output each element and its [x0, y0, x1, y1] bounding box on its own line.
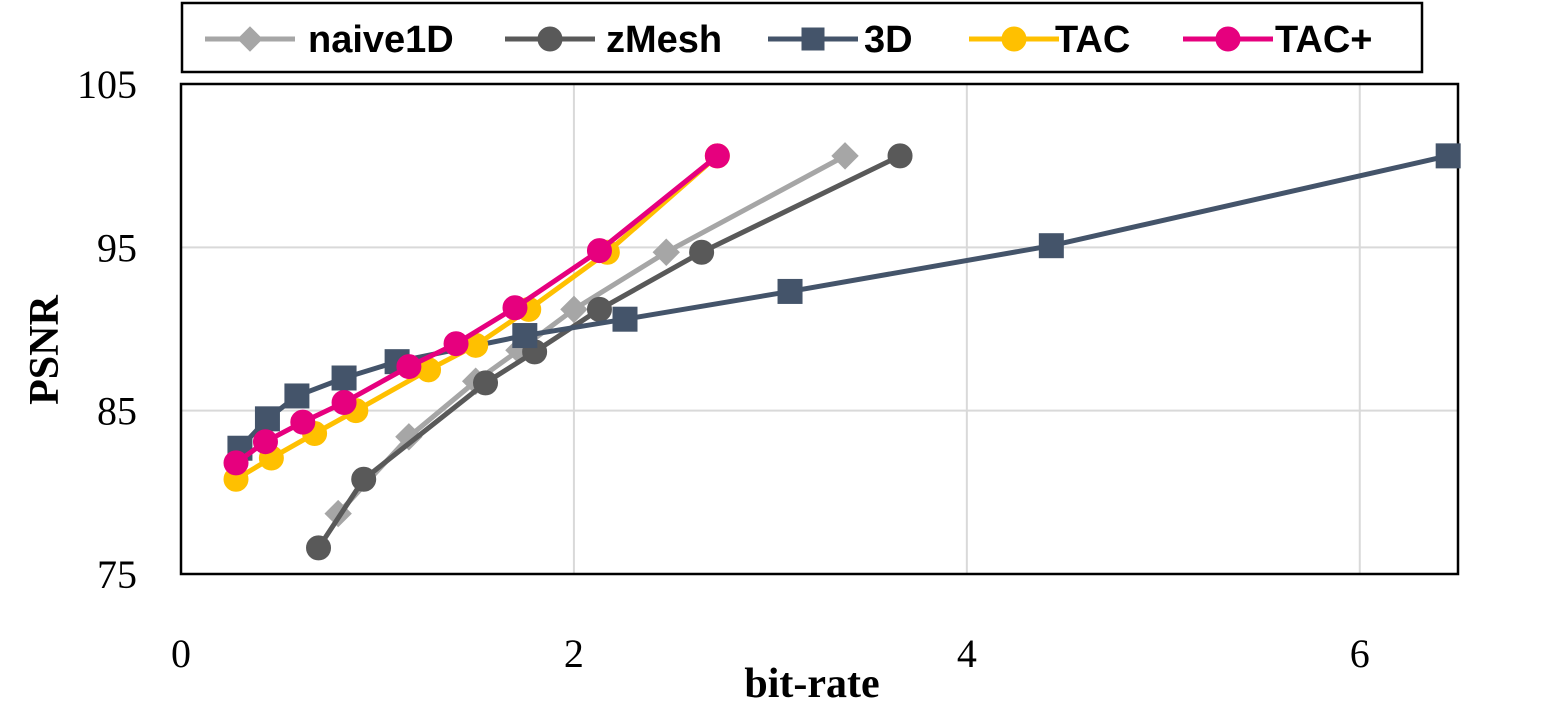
legend-item-3d: 3D	[768, 19, 913, 61]
legend-marker-tac	[1001, 26, 1027, 52]
legend-label-3d: 3D	[864, 19, 913, 61]
x-tick-labels: 0 2 4 6	[171, 631, 1370, 676]
data-point-3d	[512, 323, 538, 349]
legend-item-tac-plus: TAC+	[1183, 19, 1372, 61]
x-tick-label: 6	[1350, 631, 1370, 676]
x-tick-label: 2	[564, 631, 584, 676]
data-point-zmesh	[351, 466, 377, 492]
x-tick-label: 4	[957, 631, 977, 676]
legend-marker-tac-plus	[1215, 26, 1241, 52]
data-point-zmesh	[473, 370, 499, 396]
data-point-3d	[777, 278, 803, 304]
y-tick-label: 85	[97, 389, 137, 434]
series-tac	[223, 143, 730, 492]
data-point-naive1d	[652, 238, 680, 266]
series-layer	[223, 142, 1461, 561]
x-axis-title: bit-rate	[744, 661, 879, 707]
plot-area-frame	[179, 82, 1460, 576]
data-point-3d	[254, 406, 280, 432]
y-tick-labels: 75 85 95 105	[77, 62, 137, 597]
data-point-3d	[331, 365, 357, 391]
legend-label-zmesh: zMesh	[606, 19, 722, 61]
series-line-naive1d	[336, 153, 847, 516]
y-axis-title: PSNR	[22, 294, 68, 404]
data-point-naive1d	[395, 423, 423, 451]
data-point-zmesh	[586, 296, 612, 322]
data-point-zmesh	[887, 143, 913, 169]
series-tac-plus	[223, 143, 730, 476]
data-point-3d	[612, 306, 638, 332]
data-point-tac-plus	[223, 450, 249, 476]
data-point-naive1d	[560, 295, 588, 324]
data-point-3d	[1038, 233, 1064, 259]
data-point-naive1d	[831, 142, 859, 170]
legend-label-tac-plus: TAC+	[1275, 19, 1372, 61]
y-tick-label: 75	[97, 552, 137, 597]
series-line-3d	[238, 153, 1449, 450]
series-zmesh	[306, 143, 913, 561]
data-point-tac-plus	[331, 390, 357, 415]
y-tick-label: 105	[77, 62, 137, 107]
data-point-tac-plus	[290, 409, 316, 435]
legend-item-tac: TAC	[969, 19, 1130, 61]
data-point-tac-plus	[396, 354, 422, 380]
legend-item-naive1d: naive1D	[205, 19, 454, 61]
legend-marker-3d	[801, 27, 825, 51]
legend: naive1D zMesh 3D TAC TAC+	[180, 1, 1424, 74]
data-point-tac-plus	[443, 331, 469, 357]
series-naive1d	[324, 142, 859, 528]
data-point-tac-plus	[252, 429, 278, 455]
legend-label-tac: TAC	[1055, 19, 1130, 61]
data-point-tac-plus	[586, 238, 612, 264]
y-tick-label: 95	[97, 225, 137, 270]
data-point-3d	[1435, 143, 1461, 169]
legend-marker-naive1d	[237, 26, 263, 52]
data-point-tac-plus	[502, 295, 528, 321]
data-point-zmesh	[689, 239, 715, 265]
legend-label-naive1d: naive1D	[308, 19, 454, 61]
series-3d	[227, 143, 1461, 461]
x-tick-label: 0	[171, 631, 191, 676]
data-point-3d	[284, 383, 310, 409]
legend-item-zmesh: zMesh	[505, 19, 722, 61]
legend-marker-zmesh	[537, 26, 563, 52]
grid-lines	[181, 84, 1458, 574]
data-point-zmesh	[306, 535, 332, 561]
data-point-tac-plus	[704, 143, 730, 169]
